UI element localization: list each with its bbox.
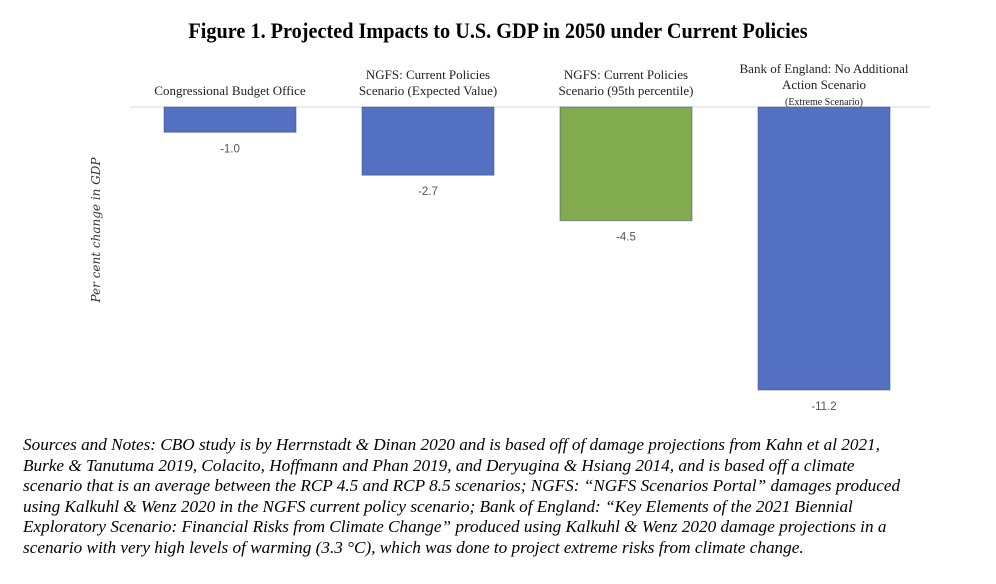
- bar: [559, 106, 693, 222]
- y-axis-label: Per cent change in GDP: [89, 157, 103, 304]
- data-label: -4.5: [616, 232, 636, 244]
- category-label: Bank of England: No Additional: [740, 61, 909, 76]
- data-label: -1.0: [220, 143, 240, 155]
- notes-line: scenario that is an average between the …: [23, 476, 901, 496]
- data-label: -11.2: [811, 401, 836, 413]
- category-label: NGFS: Current Policies: [366, 67, 490, 82]
- category-label: Action Scenario: [782, 77, 866, 92]
- bar: [163, 106, 297, 133]
- bar-chart: Per cent change in GDP -1.0 Congressional…: [89, 61, 930, 413]
- category-label: Scenario (95th percentile): [559, 83, 694, 98]
- notes-line: using Kalkuhl & Wenz 2020 in the NGFS cu…: [23, 496, 853, 516]
- notes-line: Sources and Notes: CBO study is by Herrn…: [23, 435, 880, 454]
- category-label: Scenario (Expected Value): [359, 83, 497, 98]
- category-sublabel: (Extreme Scenario): [785, 97, 863, 108]
- bar: [757, 106, 891, 391]
- notes-line: scenario with very high levels of warmin…: [23, 537, 804, 557]
- category-label: Congressional Budget Office: [154, 83, 306, 98]
- chart-title: Figure 1. Projected Impacts to U.S. GDP …: [188, 18, 808, 43]
- notes-line: Exploratory Scenario: Financial Risks fr…: [23, 517, 887, 537]
- sources-notes: Sources and Notes: CBO study is by Herrn…: [23, 435, 983, 559]
- bar: [361, 106, 495, 176]
- data-label: -2.7: [418, 186, 438, 198]
- notes-line: Burke & Tanutuma 2019, Colacito, Hoffman…: [23, 455, 855, 475]
- category-label: NGFS: Current Policies: [564, 67, 688, 82]
